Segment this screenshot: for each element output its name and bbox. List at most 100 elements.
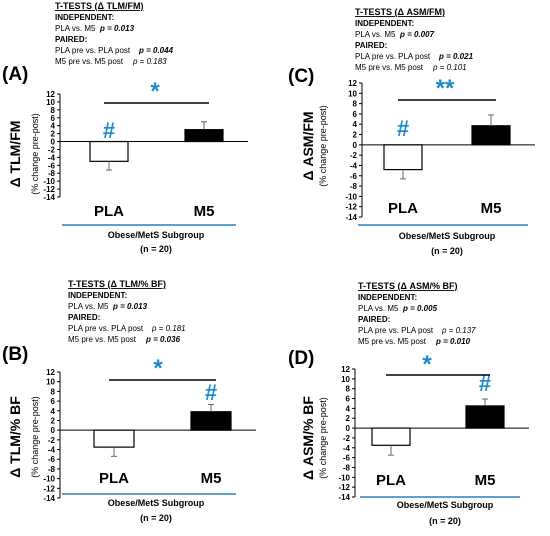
category-label: M5: [201, 470, 222, 487]
y-tick-label: -2: [48, 436, 56, 445]
ttest-header: T-TESTS (Δ TLM/% BF): [68, 279, 166, 289]
category-label: M5: [194, 203, 215, 220]
group-label: Obese/MetS Subgroup: [397, 500, 494, 510]
paired-2-comparison: M5 pre vs. M5 post: [355, 63, 424, 72]
y-tick-label: -12: [43, 484, 55, 493]
paired-1-p-value: p = 0.181: [151, 324, 186, 333]
y-tick-label: -4: [48, 153, 56, 162]
y-tick-label: 8: [353, 100, 358, 109]
independent-p-value: p = 0.005: [402, 304, 438, 313]
y-tick-label: 6: [51, 114, 56, 123]
paired-2-comparison: M5 pre vs. M5 post: [358, 337, 427, 346]
y-axis-sublabel: (% change pre-post): [30, 396, 40, 478]
paired-2-p-value: p = 0.010: [435, 337, 471, 346]
y-tick-label: 4: [346, 404, 351, 413]
chart-panel-c: T-TESTS (Δ ASM/FM) INDEPENDENT: PLA vs. M5…: [288, 7, 535, 256]
y-tick-label: 10: [46, 98, 55, 107]
panel-letter: (A): [2, 64, 28, 85]
independent-label: INDEPENDENT:: [358, 293, 417, 302]
paired-label: PAIRED:: [358, 315, 390, 324]
bar-pla: [89, 140, 129, 162]
sample-size-label: (n = 20): [140, 244, 172, 254]
y-tick-label: 0: [353, 141, 358, 150]
y-tick-label: 10: [46, 378, 55, 387]
y-tick-label: -14: [43, 494, 55, 503]
y-tick-label: 2: [346, 414, 351, 423]
bar-m5: [184, 129, 224, 143]
y-tick-label: -14: [345, 213, 357, 222]
y-axis-label: Δ ASM/FM: [300, 111, 316, 180]
category-label: PLA: [388, 200, 418, 217]
bar-m5: [471, 125, 511, 146]
ttest-block: T-TESTS (Δ ASM/% BF) INDEPENDENT: PLA vs. …: [358, 281, 476, 346]
y-tick-label: -4: [48, 446, 56, 455]
y-axis-sublabel: (% change pre-post): [318, 397, 328, 479]
ttest-block: T-TESTS (Δ ASM/FM) INDEPENDENT: PLA vs. M5…: [355, 7, 474, 72]
independent-comparison: PLA vs. M5: [358, 304, 399, 313]
between-group-significance-marker: *: [422, 351, 432, 378]
y-tick-label: -12: [345, 203, 357, 212]
y-axis-label: Δ TLM/% BF: [7, 396, 23, 478]
paired-1-p-value: p = 0.044: [138, 46, 174, 55]
panel-letter: (B): [2, 344, 28, 365]
paired-2-comparison: M5 pre vs. M5 post: [68, 335, 137, 344]
bar-m5: [190, 411, 232, 431]
group-label: Obese/MetS Subgroup: [399, 231, 496, 241]
y-tick-label: 4: [353, 120, 358, 129]
y-tick-label: 12: [46, 90, 55, 99]
y-tick-label: -8: [48, 169, 56, 178]
y-tick-label: 10: [341, 375, 350, 384]
paired-label: PAIRED:: [55, 35, 87, 44]
independent-label: INDEPENDENT:: [55, 13, 114, 22]
y-tick-label: 6: [346, 395, 351, 404]
y-tick-label: 12: [348, 79, 357, 88]
within-group-significance-marker: #: [205, 380, 217, 405]
category-label: PLA: [376, 472, 406, 489]
sample-size-label: (n = 20): [140, 513, 172, 523]
paired-label: PAIRED:: [355, 41, 387, 50]
y-tick-label: -12: [43, 185, 55, 194]
bar-m5: [465, 405, 505, 429]
y-tick-label: -6: [350, 172, 358, 181]
within-group-significance-marker: #: [397, 116, 409, 141]
category-label: PLA: [94, 203, 124, 220]
y-tick-label: 8: [346, 385, 351, 394]
y-tick-label: -10: [43, 475, 55, 484]
y-tick-label: -6: [48, 455, 56, 464]
paired-2-p-value: p = 0.036: [145, 335, 181, 344]
within-group-significance-marker: #: [479, 371, 491, 396]
independent-comparison: PLA vs. M5: [68, 302, 109, 311]
y-tick-label: 4: [51, 407, 56, 416]
category-label: M5: [475, 472, 496, 489]
paired-1-comparison: PLA pre vs. PLA post: [355, 52, 431, 61]
between-group-significance-marker: **: [436, 75, 455, 102]
bar-pla: [371, 427, 411, 446]
paired-2-comparison: M5 pre vs. M5 post: [55, 57, 124, 66]
paired-1-comparison: PLA pre vs. PLA post: [68, 324, 144, 333]
chart-panel-d: T-TESTS (Δ ASM/% BF) INDEPENDENT: PLA vs. …: [288, 281, 529, 526]
between-group-significance-marker: *: [150, 78, 160, 105]
paired-1-comparison: PLA pre vs. PLA post: [358, 326, 434, 335]
sample-size-label: (n = 20): [431, 246, 463, 256]
independent-p-value: p = 0.013: [99, 24, 135, 33]
category-label: M5: [481, 200, 502, 217]
y-tick-label: 12: [341, 365, 350, 374]
y-tick-label: 12: [46, 368, 55, 377]
y-tick-label: 2: [51, 130, 56, 139]
independent-label: INDEPENDENT:: [355, 19, 414, 28]
sample-size-label: (n = 20): [429, 516, 461, 526]
paired-label: PAIRED:: [68, 313, 100, 322]
ttest-header: T-TESTS (Δ TLM/FM): [55, 1, 143, 11]
y-tick-label: -6: [48, 161, 56, 170]
category-label: PLA: [99, 470, 129, 487]
y-tick-label: 0: [51, 138, 56, 147]
y-tick-label: 2: [51, 416, 56, 425]
y-tick-label: -4: [343, 444, 351, 453]
y-tick-label: -4: [350, 161, 358, 170]
y-tick-label: 8: [51, 387, 56, 396]
bar-pla: [383, 144, 423, 171]
bar-pla: [93, 429, 135, 448]
paired-1-p-value: p = 0.137: [441, 326, 476, 335]
ttest-header: T-TESTS (Δ ASM/FM): [355, 7, 445, 17]
y-tick-label: -14: [43, 193, 55, 202]
